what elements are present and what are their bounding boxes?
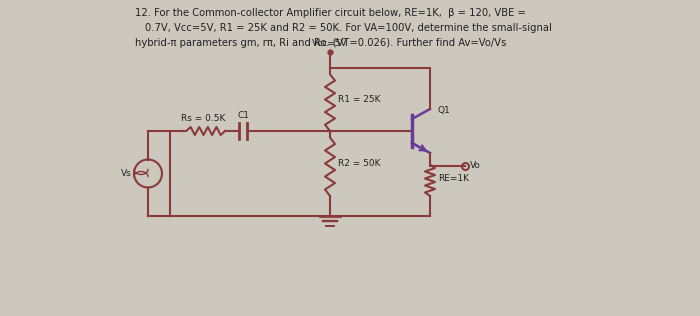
- Text: RE=1K: RE=1K: [438, 174, 469, 183]
- Text: hybrid-π parameters gm, rπ, Ri and Ro. (VT=0.026). Further find Av=Vo/Vs: hybrid-π parameters gm, rπ, Ri and Ro. (…: [135, 38, 506, 48]
- Text: Q1: Q1: [438, 106, 451, 115]
- Text: R2 = 50K: R2 = 50K: [338, 159, 381, 168]
- Text: C1: C1: [237, 111, 249, 120]
- Text: Rs = 0.5K: Rs = 0.5K: [181, 114, 225, 123]
- Text: 12. For the Common-collector Amplifier circuit below, RE=1K,  β = 120, VBE =: 12. For the Common-collector Amplifier c…: [135, 8, 526, 18]
- Text: 0.7V, Vcc=5V, R1 = 25K and R2 = 50K. For VA=100V, determine the small-signal: 0.7V, Vcc=5V, R1 = 25K and R2 = 50K. For…: [145, 23, 552, 33]
- Text: Vo: Vo: [470, 161, 481, 171]
- Text: R1 = 25K: R1 = 25K: [338, 95, 381, 104]
- Text: Vs: Vs: [120, 169, 132, 178]
- Text: Vcc=5V: Vcc=5V: [312, 39, 348, 48]
